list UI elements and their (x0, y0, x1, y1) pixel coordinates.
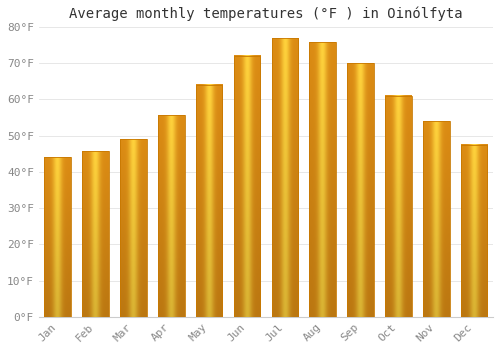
Bar (82, 151, 109, 317)
Bar (423, 121, 450, 317)
Bar (310, 42, 336, 317)
Bar (272, 38, 298, 317)
Bar (385, 96, 411, 317)
Bar (120, 139, 146, 317)
Title: Average monthly temperatures (°F ) in Oinólfyta: Average monthly temperatures (°F ) in Oi… (69, 7, 462, 21)
Bar (234, 56, 260, 317)
Bar (461, 145, 487, 317)
Bar (348, 63, 374, 317)
Bar (196, 85, 222, 317)
Bar (44, 157, 71, 317)
Bar (158, 115, 184, 317)
